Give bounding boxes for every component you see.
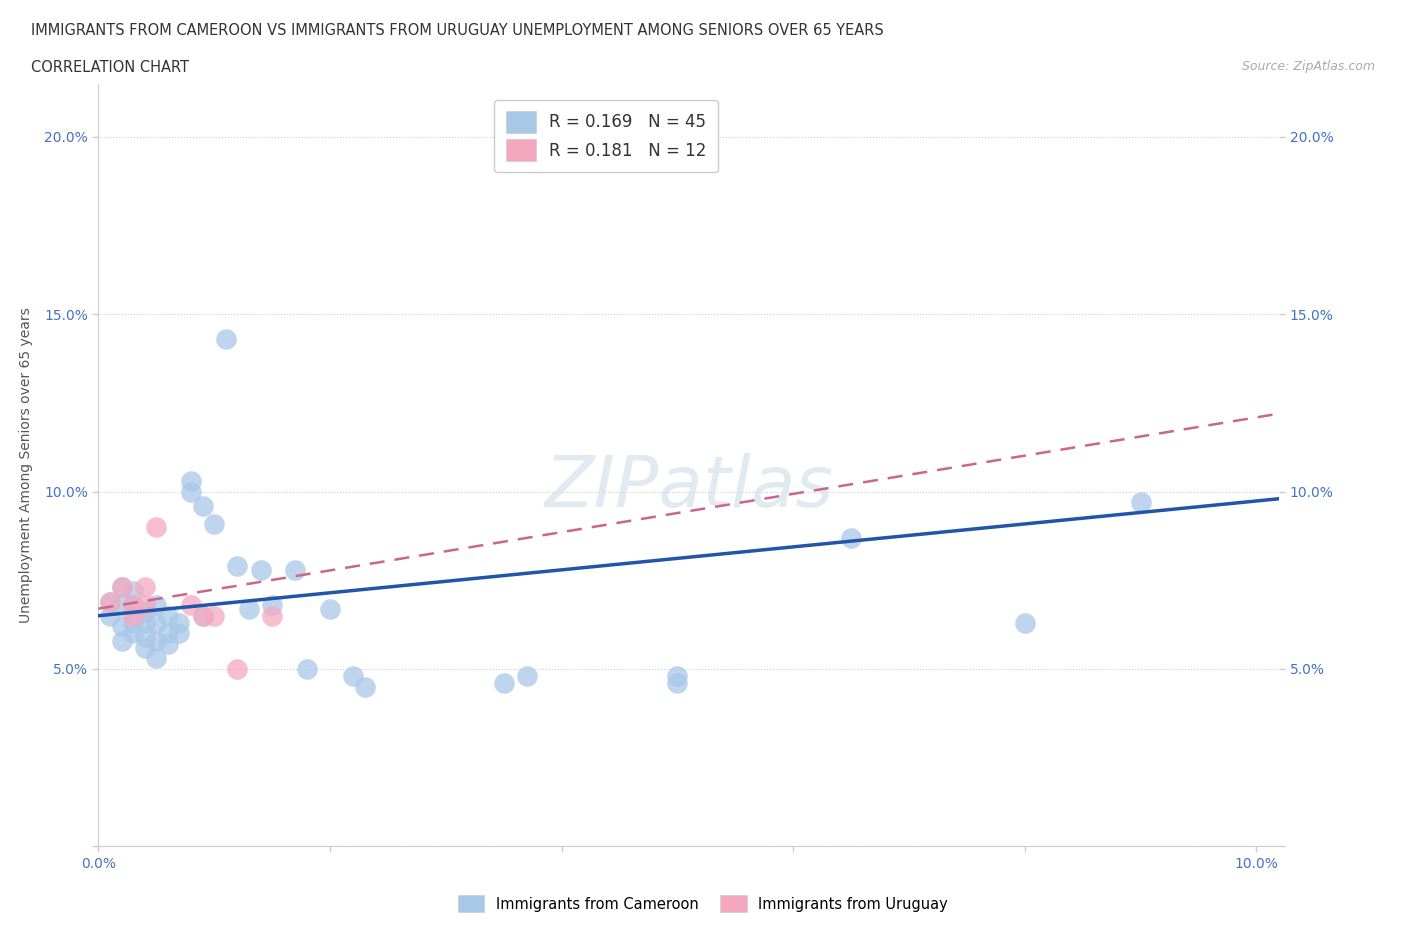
Point — [98, 608, 121, 623]
Point — [169, 626, 191, 641]
Point — [110, 598, 132, 613]
Text: ZIPatlas: ZIPatlas — [544, 454, 834, 523]
Point — [295, 661, 318, 676]
Point — [492, 676, 515, 691]
Point — [191, 608, 214, 623]
Point — [191, 608, 214, 623]
Point — [134, 580, 156, 595]
Point — [98, 594, 121, 609]
Point — [122, 626, 145, 641]
Point — [134, 598, 156, 613]
Point — [284, 563, 307, 578]
Point — [110, 633, 132, 648]
Point — [145, 633, 167, 648]
Point — [145, 520, 167, 535]
Point — [156, 626, 179, 641]
Point — [145, 616, 167, 631]
Text: Source: ZipAtlas.com: Source: ZipAtlas.com — [1241, 60, 1375, 73]
Point — [226, 559, 249, 574]
Point — [226, 661, 249, 676]
Point — [839, 530, 862, 545]
Point — [122, 598, 145, 613]
Point — [110, 580, 132, 595]
Y-axis label: Unemployment Among Seniors over 65 years: Unemployment Among Seniors over 65 years — [20, 307, 32, 623]
Point — [180, 473, 202, 488]
Text: CORRELATION CHART: CORRELATION CHART — [31, 60, 188, 75]
Point — [98, 594, 121, 609]
Point — [122, 583, 145, 598]
Point — [202, 608, 225, 623]
Point — [110, 580, 132, 595]
Point — [319, 601, 342, 616]
Point — [180, 598, 202, 613]
Point — [666, 669, 689, 684]
Point — [516, 669, 538, 684]
Point — [110, 619, 132, 634]
Point — [122, 608, 145, 623]
Legend: R = 0.169   N = 45, R = 0.181   N = 12: R = 0.169 N = 45, R = 0.181 N = 12 — [495, 100, 718, 172]
Point — [1129, 495, 1152, 510]
Point — [134, 604, 156, 619]
Point — [134, 630, 156, 644]
Point — [353, 679, 375, 694]
Point — [1014, 616, 1036, 631]
Point — [156, 608, 179, 623]
Point — [169, 616, 191, 631]
Point — [134, 640, 156, 655]
Text: IMMIGRANTS FROM CAMEROON VS IMMIGRANTS FROM URUGUAY UNEMPLOYMENT AMONG SENIORS O: IMMIGRANTS FROM CAMEROON VS IMMIGRANTS F… — [31, 23, 884, 38]
Point — [202, 516, 225, 531]
Point — [249, 563, 271, 578]
Point — [180, 485, 202, 499]
Point — [238, 601, 260, 616]
Point — [122, 616, 145, 631]
Point — [215, 332, 238, 347]
Point — [145, 651, 167, 666]
Legend: Immigrants from Cameroon, Immigrants from Uruguay: Immigrants from Cameroon, Immigrants fro… — [453, 890, 953, 918]
Point — [666, 676, 689, 691]
Point — [342, 669, 364, 684]
Point — [262, 598, 284, 613]
Point — [134, 616, 156, 631]
Point — [145, 598, 167, 613]
Point — [262, 608, 284, 623]
Point — [156, 637, 179, 652]
Point — [191, 498, 214, 513]
Point — [122, 598, 145, 613]
